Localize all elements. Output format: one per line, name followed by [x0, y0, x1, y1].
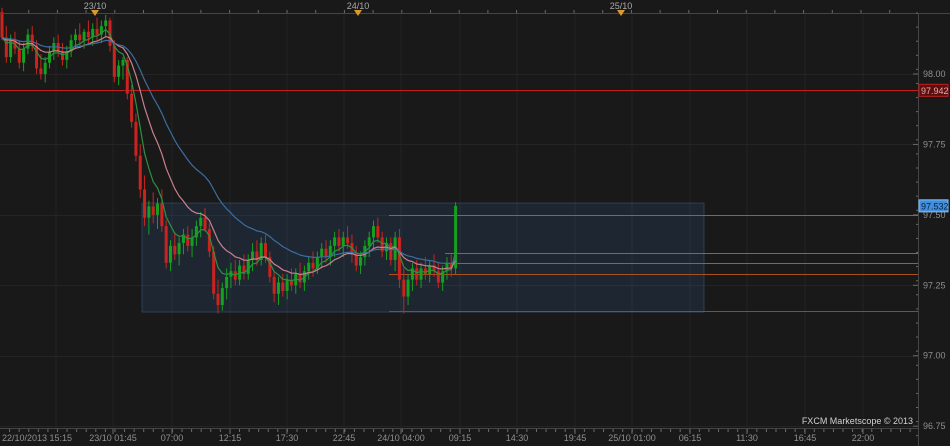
ma-layer-28 — [1, 36, 457, 265]
watermark-copyright: FXCM Marketscope © 2013 — [801, 416, 913, 426]
bottom-axis-label: 06:15 — [679, 433, 702, 443]
ma-layer-6 — [1, 28, 457, 282]
bottom-axis-label: 22:45 — [333, 433, 356, 443]
ma-layer-14 — [1, 35, 457, 275]
price-badge-value: 97.942 — [921, 86, 949, 96]
price-badge-rect — [918, 83, 949, 97]
bottom-axis-label: 12:15 — [219, 433, 242, 443]
bottom-axis-label: 25/10 01:00 — [608, 433, 656, 443]
top-axis-label: 23/10 — [84, 1, 107, 11]
bottom-axis-label: 24/10 04:00 — [377, 433, 425, 443]
price-badge-rect — [918, 199, 949, 213]
price-axis-label: 98.00 — [923, 69, 946, 79]
top-axis-label: 25/10 — [610, 1, 633, 11]
price-axis-label: 97.50 — [923, 210, 946, 220]
bottom-axis-label: 09:15 — [449, 433, 472, 443]
day-marker-triangle-icon — [617, 10, 625, 16]
price-axis[interactable]: 98.00 97.75 97.50 97.25 97.00 96.75 — [913, 12, 946, 437]
bottom-axis-label: 11:30 — [736, 433, 758, 443]
bottom-axis-label: 07:00 — [161, 433, 184, 443]
ma-line-6 — [1, 28, 457, 282]
bottom-axis-label: 22:00 — [852, 433, 875, 443]
bottom-axis-label: 23/10 01:45 — [89, 433, 137, 443]
day-marker-triangle-icon — [91, 10, 99, 16]
price-badge-blue: 97.532 — [918, 199, 949, 213]
bottom-axis-label: 19:45 — [564, 433, 587, 443]
bottom-axis-label: 14:30 — [506, 433, 529, 443]
bottom-time-axis[interactable]: 22/10/2013 15:15 23/10 01:45 07:00 12:15 17:… — [2, 429, 911, 443]
bottom-axis-label: 16:45 — [794, 433, 817, 443]
price-level-lines — [0, 90, 918, 312]
top-axis-label: 24/10 — [347, 1, 370, 11]
price-badge-value: 97.532 — [921, 201, 949, 211]
top-time-axis[interactable]: 23/10 24/10 25/10 — [28, 1, 891, 16]
bottom-axis-label: 22/10/2013 15:15 — [2, 433, 72, 443]
bottom-axis-label: 17:30 — [276, 433, 299, 443]
price-axis-label: 96.75 — [923, 421, 946, 431]
price-badge-red: 97.942 — [918, 83, 949, 97]
price-axis-label: 97.00 — [923, 351, 946, 361]
ma-line-28 — [1, 36, 457, 265]
price-axis-label: 97.25 — [923, 280, 946, 290]
price-axis-label: 97.75 — [923, 139, 946, 149]
day-marker-triangle-icon — [354, 10, 362, 16]
ma-line-14 — [1, 35, 457, 275]
